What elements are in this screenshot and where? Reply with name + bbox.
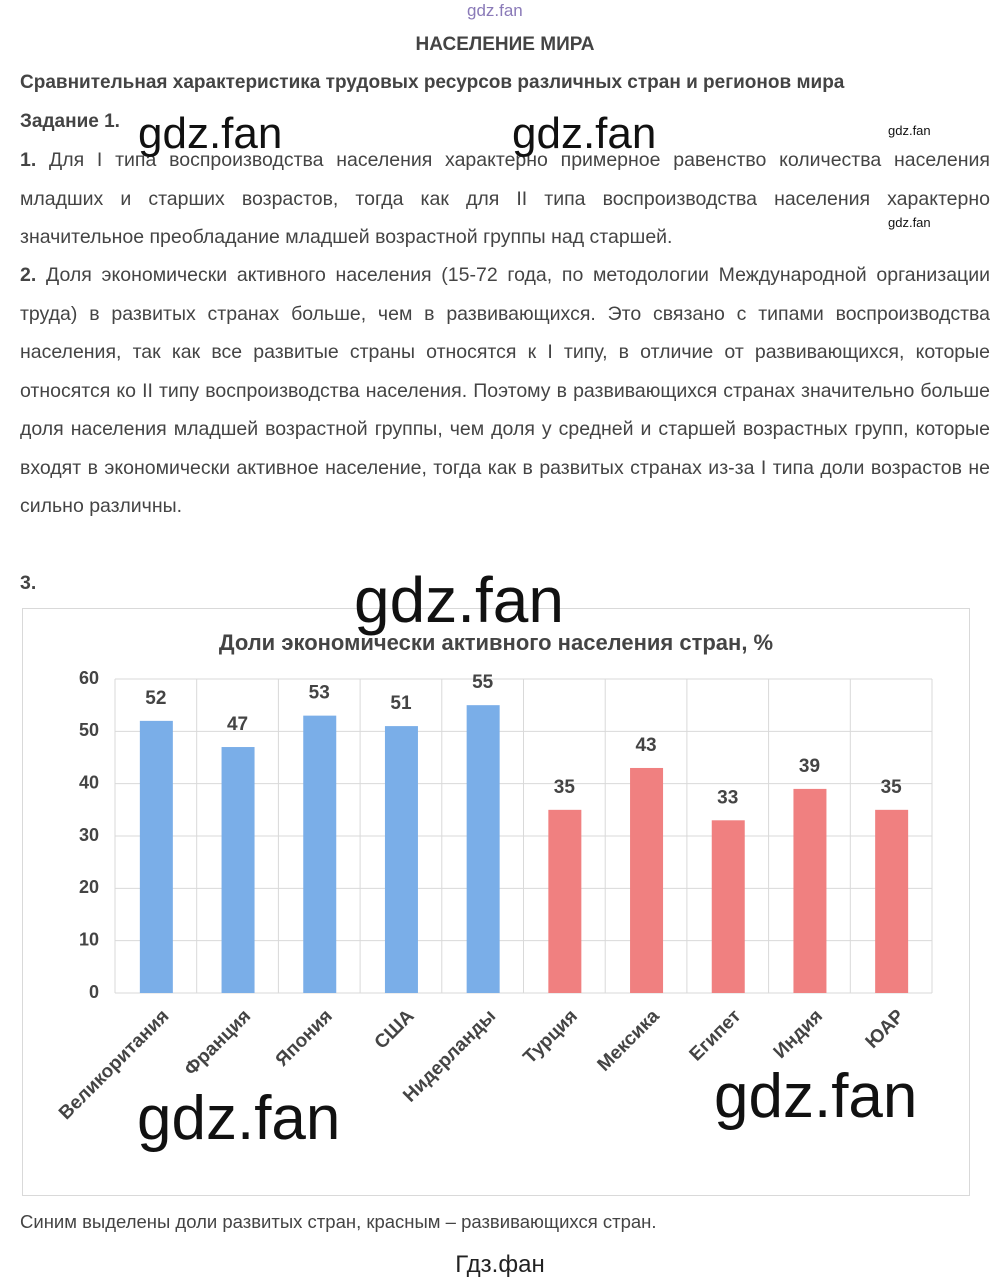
y-tick-label: 40 bbox=[79, 772, 99, 792]
watermark: gdz.fan bbox=[888, 123, 931, 138]
para-text: Для I типа воспроизводства населения хар… bbox=[20, 149, 990, 248]
bar bbox=[793, 788, 827, 993]
task-label: Задание 1. bbox=[20, 111, 120, 132]
bar bbox=[875, 809, 909, 993]
y-tick-label: 60 bbox=[79, 668, 99, 688]
bar bbox=[384, 726, 418, 993]
para-number: 3. bbox=[20, 572, 37, 594]
y-tick-label: 10 bbox=[79, 929, 99, 949]
value-label: 52 bbox=[145, 688, 166, 709]
value-label: 35 bbox=[881, 777, 903, 798]
watermark: gdz.fan bbox=[888, 215, 931, 230]
watermark: gdz.fan bbox=[137, 1084, 341, 1153]
value-label: 47 bbox=[227, 714, 248, 735]
paragraph: 1. Для I типа воспроизводства населения … bbox=[20, 141, 990, 257]
y-tick-label: 20 bbox=[79, 877, 99, 897]
value-label: 35 bbox=[554, 777, 576, 798]
doc-subtitle: Сравнительная характеристика трудовых ре… bbox=[20, 72, 845, 93]
caption: Синим выделены доли развитых стран, крас… bbox=[20, 1211, 657, 1232]
value-label: 53 bbox=[309, 683, 330, 704]
value-label: 39 bbox=[799, 756, 820, 777]
footer: Гдз.фан bbox=[455, 1251, 545, 1278]
y-tick-label: 50 bbox=[79, 720, 99, 740]
value-label: 33 bbox=[717, 787, 738, 808]
y-tick-label: 0 bbox=[89, 982, 99, 1002]
bar bbox=[548, 809, 582, 993]
doc-title: НАСЕЛЕНИЕ МИРА bbox=[415, 34, 595, 55]
y-tick-label: 30 bbox=[79, 825, 99, 845]
bar bbox=[303, 715, 337, 993]
bar bbox=[221, 747, 255, 993]
para-number: 1. bbox=[20, 149, 37, 171]
para-text: Доля экономически активного населения (1… bbox=[20, 264, 991, 517]
chart-title: Доли экономически активного населения ст… bbox=[219, 630, 773, 655]
paragraph: 2. Доля экономически активного населения… bbox=[20, 256, 990, 526]
chart: Доли экономически активного населения ст… bbox=[22, 608, 970, 1196]
watermark: gdz.fan bbox=[138, 109, 283, 158]
watermark: gdz.fan bbox=[467, 1, 523, 20]
value-label: 43 bbox=[635, 735, 656, 756]
value-label: 51 bbox=[390, 693, 412, 714]
para-number: 2. bbox=[20, 264, 37, 286]
paragraph: 3. bbox=[20, 564, 990, 603]
bar bbox=[630, 767, 664, 993]
watermark: gdz.fan bbox=[714, 1062, 918, 1131]
watermark: gdz.fan bbox=[512, 109, 657, 158]
bar bbox=[466, 705, 500, 993]
bar bbox=[139, 720, 173, 993]
bar bbox=[711, 820, 745, 993]
value-label: 55 bbox=[472, 672, 494, 693]
watermark: gdz.fan bbox=[354, 564, 564, 636]
